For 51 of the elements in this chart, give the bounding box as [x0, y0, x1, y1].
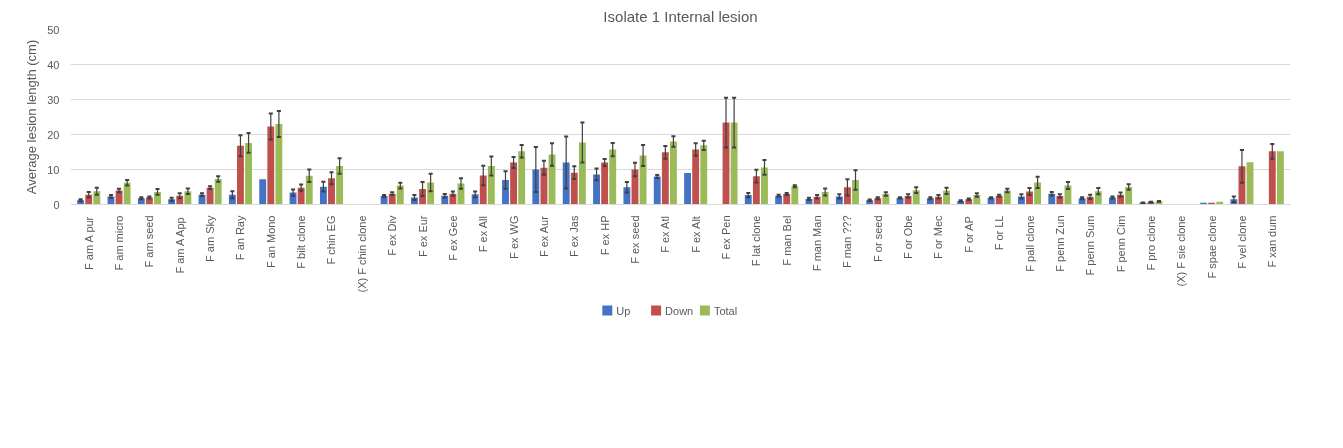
x-tick-label: F ex Pen	[720, 215, 733, 260]
legend-label: Total	[713, 304, 738, 317]
x-tick-label: F ex WG	[507, 215, 520, 259]
x-tick-label: F pall clone	[1023, 215, 1036, 272]
x-tick-label: F chin EG	[325, 215, 338, 265]
chart-title: Isolate 1 Internal lesion	[603, 7, 758, 25]
x-tick-label: F ex HP	[598, 215, 611, 256]
x-tick-label: F an Ray	[234, 215, 247, 261]
x-tick-label: F ex Atl	[659, 216, 672, 253]
x-tick-label: F penn Sum	[1084, 215, 1097, 276]
x-tick-label: (X) F sie clone	[1175, 215, 1188, 287]
legend-label: Up	[616, 304, 631, 317]
x-tick-label: F pro clone	[1144, 215, 1157, 271]
x-tick-label: F or AP	[962, 216, 975, 253]
x-tick-label: F am A App	[173, 217, 186, 274]
y-tick-label: 30	[47, 93, 60, 106]
x-tick-label: F lat clone	[750, 215, 763, 267]
x-tick-label: F am seed	[143, 215, 156, 268]
x-tick-label: F ex All	[477, 216, 490, 253]
x-tick-label: F ex Alt	[689, 216, 702, 253]
x-tick-label: F penn Cim	[1114, 215, 1127, 273]
y-tick-label: 50	[47, 23, 60, 36]
x-tick-label: F ex Jas	[568, 215, 581, 258]
x-tick-label: F am micro	[113, 215, 126, 271]
legend-label: Down	[665, 304, 694, 317]
x-tick-label: F or Mec	[932, 215, 945, 259]
y-tick-label: 0	[53, 198, 60, 211]
x-tick-label: F man Bel	[780, 215, 793, 266]
x-tick-label: F bilt clone	[295, 215, 308, 269]
x-tick-label: F spae clone	[1205, 215, 1218, 279]
x-tick-label: F ex seed	[628, 215, 641, 264]
x-tick-label: F ex Eur	[416, 215, 429, 258]
x-tick-label: F or LL	[993, 215, 1006, 251]
x-tick-label: F ex Aur	[537, 215, 550, 258]
x-tick-label: F or Obe	[902, 215, 915, 259]
y-axis-title: Average lesion length (cm)	[24, 39, 40, 195]
x-tick-label: F man Man	[811, 215, 824, 272]
x-tick-label: F an Mono	[264, 215, 277, 269]
x-tick-label: F ex Div	[386, 215, 399, 256]
y-tick-label: 10	[47, 163, 60, 176]
x-tick-label: F penn Zun	[1053, 215, 1066, 272]
y-tick-label: 20	[47, 128, 60, 141]
x-tick-label: F xan dum	[1266, 215, 1279, 268]
x-tick-label: F am Sky	[204, 215, 217, 262]
x-tick-label: F vel clone	[1235, 215, 1248, 269]
y-tick-label: 40	[47, 58, 60, 71]
x-tick-label: F am A pur	[82, 216, 95, 270]
x-tick-label: F or seed	[871, 215, 884, 262]
x-tick-label: (X) F chin clone	[355, 215, 368, 293]
x-tick-label: F ex Gee	[446, 215, 459, 261]
x-tick-label: F man ???	[841, 215, 854, 269]
